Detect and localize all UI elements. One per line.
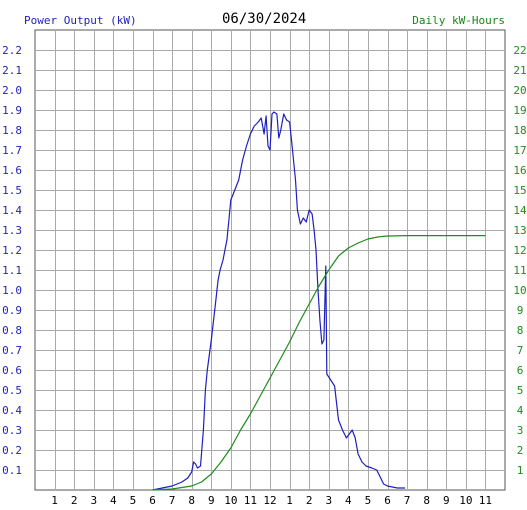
right-y-tick-label: 14 (513, 204, 527, 217)
left-y-tick-label: 0.1 (2, 464, 22, 477)
right-y-tick-label: 19 (513, 104, 526, 117)
x-tick-label: 3 (325, 494, 332, 507)
x-tick-label: 6 (149, 494, 156, 507)
right-y-tick-label: 21 (513, 64, 526, 77)
x-tick-label: 9 (208, 494, 215, 507)
right-y-tick-label: 16 (513, 164, 526, 177)
right-y-tick-label: 1 (517, 464, 524, 477)
right-y-tick-label: 13 (513, 224, 526, 237)
right-y-tick-label: 22 (513, 44, 526, 57)
right-y-tick-label: 9 (517, 304, 524, 317)
left-y-tick-label: 0.4 (2, 404, 22, 417)
daily-kwh-line (152, 235, 486, 491)
left-y-tick-label: 0.9 (2, 304, 22, 317)
right-y-tick-label: 8 (517, 324, 524, 337)
x-tick-label: 4 (345, 494, 352, 507)
right-y-tick-label: 3 (517, 424, 524, 437)
right-y-tick-label: 20 (513, 84, 526, 97)
x-tick-label: 6 (384, 494, 391, 507)
x-tick-label: 9 (443, 494, 450, 507)
left-y-tick-label: 1.5 (2, 184, 22, 197)
chart-date: 06/30/2024 (222, 11, 307, 27)
left-y-tick-label: 1.7 (2, 144, 22, 157)
x-tick-label: 4 (110, 494, 117, 507)
left-y-tick-label: 0.7 (2, 344, 22, 357)
x-tick-label: 1 (51, 494, 58, 507)
right-y-tick-label: 17 (513, 144, 526, 157)
x-tick-label: 3 (90, 494, 97, 507)
left-y-tick-label: 2.0 (2, 84, 22, 97)
x-tick-label: 12 (263, 494, 276, 507)
left-y-tick-label: 1.0 (2, 284, 22, 297)
x-tick-label: 2 (71, 494, 78, 507)
left-y-tick-label: 0.5 (2, 384, 22, 397)
left-y-tick-label: 0.8 (2, 324, 22, 337)
left-y-tick-label: 0.3 (2, 424, 22, 437)
x-tick-label: 10 (224, 494, 237, 507)
right-y-tick-label: 12 (513, 244, 526, 257)
left-y-tick-label: 1.4 (2, 204, 22, 217)
right-y-tick-label: 2 (517, 444, 524, 457)
right-y-tick-label: 7 (517, 344, 524, 357)
right-y-tick-label: 6 (517, 364, 524, 377)
x-tick-label: 8 (423, 494, 430, 507)
x-tick-label: 10 (459, 494, 472, 507)
right-y-tick-label: 15 (513, 184, 526, 197)
right-axis-title: Daily kW-Hours (412, 14, 505, 27)
right-y-tick-label: 5 (517, 384, 524, 397)
x-tick-label: 5 (365, 494, 372, 507)
right-y-tick-label: 10 (513, 284, 526, 297)
left-y-tick-label: 1.6 (2, 164, 22, 177)
right-y-tick-label: 4 (517, 404, 524, 417)
left-y-tick-label: 2.1 (2, 64, 22, 77)
right-y-tick-label: 11 (513, 264, 526, 277)
left-y-tick-label: 2.2 (2, 44, 22, 57)
right-y-tick-label: 18 (513, 124, 526, 137)
x-tick-label: 8 (188, 494, 195, 507)
left-y-tick-label: 0.2 (2, 444, 22, 457)
left-y-tick-label: 1.1 (2, 264, 22, 277)
power-output-line (152, 111, 406, 491)
x-tick-label: 1 (286, 494, 293, 507)
x-tick-label: 5 (130, 494, 137, 507)
left-axis-title: Power Output (kW) (24, 14, 137, 27)
left-y-tick-label: 0.6 (2, 364, 22, 377)
x-tick-label: 7 (404, 494, 411, 507)
x-tick-label: 11 (244, 494, 257, 507)
left-y-tick-label: 1.8 (2, 124, 22, 137)
left-y-tick-label: 1.2 (2, 244, 22, 257)
x-tick-label: 11 (479, 494, 492, 507)
left-y-tick-label: 1.9 (2, 104, 22, 117)
x-tick-label: 2 (306, 494, 313, 507)
x-tick-label: 7 (169, 494, 176, 507)
left-y-tick-label: 1.3 (2, 224, 22, 237)
